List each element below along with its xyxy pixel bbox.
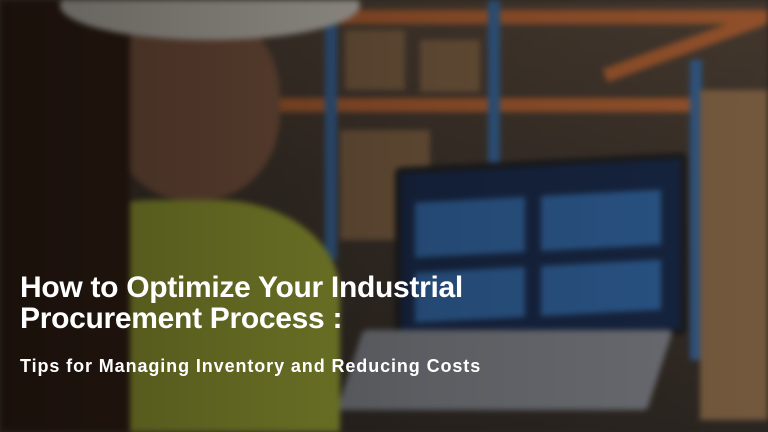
banner-title: How to Optimize Your Industrial Procurem…	[20, 272, 463, 334]
title-line-2: Procurement Process :	[20, 302, 343, 335]
banner-subtitle: Tips for Managing Inventory and Reducing…	[20, 356, 482, 376]
title-line-1: How to Optimize Your Industrial	[20, 271, 463, 304]
